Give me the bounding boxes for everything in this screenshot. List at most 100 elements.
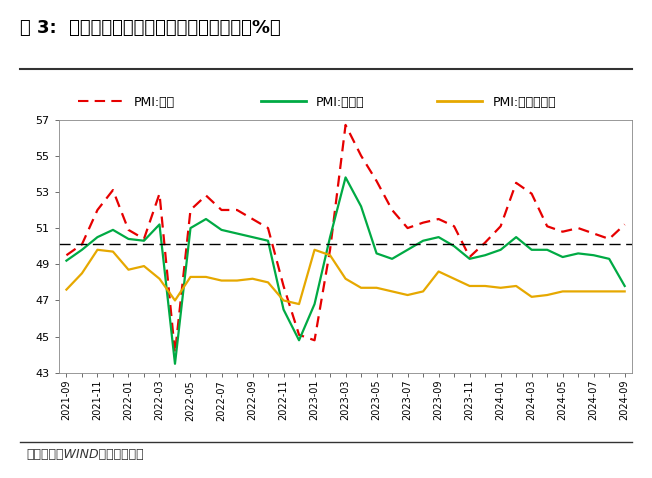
PMI:原材料库存 [140,263,148,269]
PMI:采购量 [373,250,381,256]
PMI:原材料库存 [125,267,132,272]
PMI:生产 [419,220,427,226]
PMI:生产 [248,216,256,222]
PMI:原材料库存 [264,280,272,285]
PMI:原材料库存 [186,274,194,280]
PMI:生产 [280,283,288,289]
PMI:生产 [125,227,132,233]
PMI:原材料库存 [156,276,164,282]
PMI:采购量 [435,234,443,240]
PMI:采购量 [295,337,303,343]
Text: 图 3:  制造业生产由扩张区间落入收缩区间（%）: 图 3: 制造业生产由扩张区间落入收缩区间（%） [20,19,280,37]
PMI:原材料库存 [248,276,256,282]
PMI:采购量 [233,231,241,237]
PMI:原材料库存 [559,289,567,294]
PMI:生产 [543,223,551,229]
PMI:采购量 [78,247,86,253]
PMI:原材料库存 [435,269,443,274]
PMI:采购量 [326,234,334,240]
PMI:生产 [295,332,303,338]
Text: PMI:生产: PMI:生产 [134,96,175,109]
PMI:生产 [218,207,226,213]
Text: PMI:采购量: PMI:采购量 [316,96,365,109]
PMI:原材料库存 [326,252,334,258]
PMI:采购量 [186,225,194,231]
PMI:生产 [233,207,241,213]
PMI:生产 [450,223,458,229]
PMI:采购量 [310,301,318,307]
PMI:采购量 [342,174,349,180]
PMI:原材料库存 [342,276,349,282]
PMI:生产 [93,207,101,213]
Line: PMI:采购量: PMI:采购量 [67,177,625,364]
PMI:采购量 [218,227,226,233]
PMI:生产 [171,350,179,356]
PMI:原材料库存 [527,294,535,300]
PMI:生产 [497,223,505,229]
PMI:原材料库存 [450,276,458,282]
PMI:采购量 [357,204,365,209]
PMI:生产 [63,252,70,258]
PMI:生产 [140,236,148,242]
PMI:原材料库存 [93,247,101,253]
PMI:原材料库存 [497,285,505,291]
PMI:生产 [621,222,629,228]
PMI:原材料库存 [218,278,226,283]
PMI:采购量 [466,256,473,262]
PMI:采购量 [125,236,132,242]
PMI:生产 [156,191,164,196]
PMI:原材料库存 [481,283,489,289]
PMI:采购量 [481,252,489,258]
PMI:原材料库存 [590,289,598,294]
PMI:原材料库存 [78,271,86,276]
PMI:原材料库存 [419,289,427,294]
PMI:原材料库存 [357,285,365,291]
PMI:采购量 [248,234,256,240]
PMI:原材料库存 [295,301,303,307]
PMI:采购量 [388,256,396,262]
Text: PMI:原材料库存: PMI:原材料库存 [492,96,556,109]
PMI:采购量 [140,238,148,244]
PMI:采购量 [280,307,288,313]
PMI:采购量 [559,254,567,260]
PMI:生产 [310,337,318,343]
PMI:原材料库存 [171,298,179,304]
PMI:采购量 [574,250,582,256]
PMI:生产 [559,229,567,235]
PMI:原材料库存 [233,278,241,283]
PMI:生产 [481,239,489,245]
PMI:生产 [574,225,582,231]
PMI:生产 [264,225,272,231]
PMI:生产 [78,241,86,247]
PMI:采购量 [497,247,505,253]
PMI:采购量 [527,247,535,253]
PMI:采购量 [419,238,427,244]
PMI:原材料库存 [574,289,582,294]
PMI:生产 [326,247,334,253]
PMI:生产 [466,254,473,260]
PMI:采购量 [543,247,551,253]
PMI:采购量 [621,283,629,289]
PMI:生产 [512,180,520,186]
PMI:采购量 [605,256,613,262]
PMI:生产 [404,225,411,231]
PMI:生产 [605,236,613,242]
PMI:采购量 [202,216,210,222]
PMI:原材料库存 [388,289,396,294]
PMI:生产 [388,207,396,213]
PMI:采购量 [171,361,179,367]
PMI:原材料库存 [621,289,629,294]
PMI:采购量 [264,238,272,244]
PMI:原材料库存 [63,287,70,293]
PMI:原材料库存 [109,249,117,254]
PMI:采购量 [156,222,164,228]
PMI:采购量 [109,227,117,233]
PMI:原材料库存 [404,292,411,298]
PMI:原材料库存 [543,292,551,298]
Line: PMI:原材料库存: PMI:原材料库存 [67,250,625,304]
PMI:生产 [342,122,349,128]
PMI:生产 [527,191,535,196]
PMI:原材料库存 [310,247,318,253]
PMI:原材料库存 [373,285,381,291]
PMI:原材料库存 [605,289,613,294]
